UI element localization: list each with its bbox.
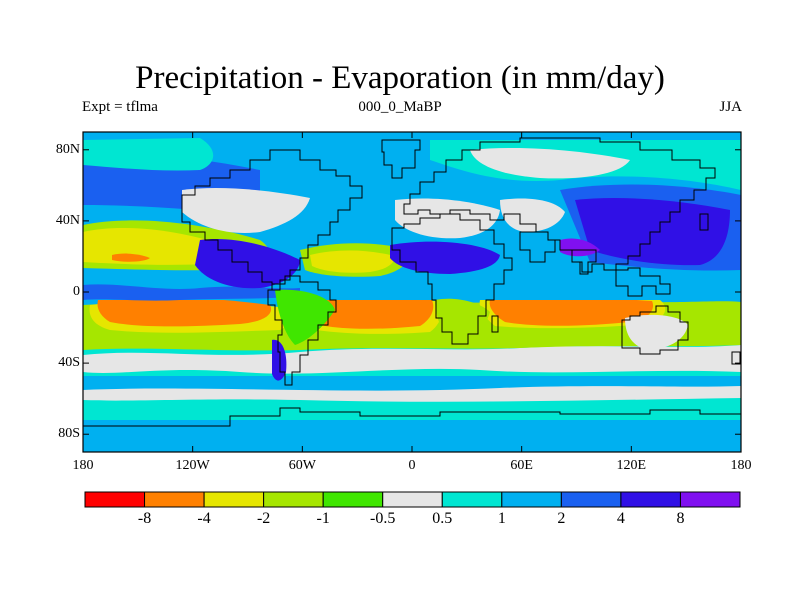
colorbar-label: 0.5 bbox=[432, 510, 453, 527]
colorbar-swatch bbox=[322, 491, 384, 508]
coastlines bbox=[83, 137, 741, 427]
field-natl-dry-more bbox=[310, 250, 395, 273]
coastline-new-zealand bbox=[731, 351, 741, 365]
coastline-india bbox=[571, 249, 597, 275]
colorbar-swatch bbox=[679, 491, 741, 508]
coastline-australia bbox=[621, 305, 689, 355]
field-sio-strong bbox=[489, 297, 654, 326]
field-arctic-moist bbox=[83, 138, 214, 171]
experiment-label: Expt = tflma bbox=[82, 99, 158, 115]
colorbar-label: 8 bbox=[676, 510, 685, 527]
lat-label-80s: 80S bbox=[58, 426, 80, 442]
field-north-america-neutral bbox=[182, 187, 310, 234]
field-west-africa-wet bbox=[390, 241, 500, 274]
lat-label-equator: 0 bbox=[73, 284, 80, 299]
chart-title: Precipitation - Evaporation (in mm/day) bbox=[135, 60, 665, 96]
coastline-southeast-asia bbox=[615, 267, 671, 297]
field-satl-strong bbox=[307, 294, 434, 329]
lon-label-180w: 180 bbox=[72, 458, 94, 473]
field-south-africa-dry bbox=[435, 298, 490, 340]
field-south-america-dry bbox=[275, 289, 335, 345]
lon-label-120w: 120W bbox=[175, 458, 210, 473]
field-australia-neutral bbox=[625, 314, 688, 350]
lat-label-40s: 40S bbox=[58, 355, 80, 371]
field-epac-itcz bbox=[83, 284, 300, 301]
colorbar-swatch bbox=[203, 491, 265, 508]
field-chile-wet bbox=[272, 339, 287, 381]
lon-label-180e: 180 bbox=[730, 458, 752, 473]
coastline-madagascar bbox=[491, 315, 499, 333]
coastline-antarctica bbox=[83, 407, 741, 427]
coastline-arabia bbox=[519, 231, 556, 263]
field-shading bbox=[83, 138, 741, 452]
lat-label-40n: 40N bbox=[55, 212, 80, 228]
colorbar-label: -8 bbox=[137, 510, 152, 527]
lon-label-120e: 120E bbox=[616, 458, 647, 473]
field-nepac-strong bbox=[112, 253, 150, 262]
field-india-extreme bbox=[560, 238, 600, 257]
colorbar-swatch bbox=[263, 491, 324, 508]
coastline-japan bbox=[699, 213, 709, 231]
colorbar-label: -0.5 bbox=[370, 510, 396, 527]
coastline-greenland bbox=[381, 139, 421, 179]
colorbar-label: -4 bbox=[197, 510, 211, 527]
colorbar-swatch bbox=[144, 491, 205, 508]
colorbar bbox=[84, 491, 741, 508]
field-south-neutral bbox=[83, 345, 741, 374]
coastline-africa bbox=[391, 213, 513, 345]
colorbar-label: 1 bbox=[497, 510, 506, 527]
lon-label-60w: 60W bbox=[288, 458, 316, 473]
field-antarctic-neutral bbox=[83, 386, 741, 402]
field-sahara-neutral bbox=[395, 198, 500, 239]
colorbar-label: -2 bbox=[256, 510, 271, 527]
coastline-south-america bbox=[267, 275, 337, 386]
coastline-eurasia bbox=[403, 137, 716, 273]
colorbar-swatch bbox=[382, 491, 443, 508]
colorbar-label: 2 bbox=[557, 510, 566, 527]
colorbar-swatch bbox=[441, 491, 503, 508]
field-siberia-neutral bbox=[470, 148, 630, 179]
colorbar-label: -1 bbox=[316, 510, 330, 527]
colorbar-swatch bbox=[84, 491, 146, 508]
lat-label-80n: 80N bbox=[55, 141, 80, 157]
season-label: JJA bbox=[719, 99, 742, 115]
colorbar-swatch bbox=[620, 491, 681, 508]
field-arabia-neutral bbox=[500, 198, 565, 232]
period-label: 000_0_MaBP bbox=[358, 99, 442, 115]
coastline-north-america bbox=[181, 149, 363, 291]
colorbar-swatch bbox=[501, 491, 562, 508]
colorbar-swatch bbox=[560, 491, 622, 508]
lon-label-0: 0 bbox=[408, 458, 416, 473]
colorbar-label: 4 bbox=[616, 510, 625, 527]
tick-marks bbox=[82, 132, 742, 452]
field-sepac-strong bbox=[97, 297, 272, 327]
lon-label-60e: 60E bbox=[510, 458, 533, 473]
